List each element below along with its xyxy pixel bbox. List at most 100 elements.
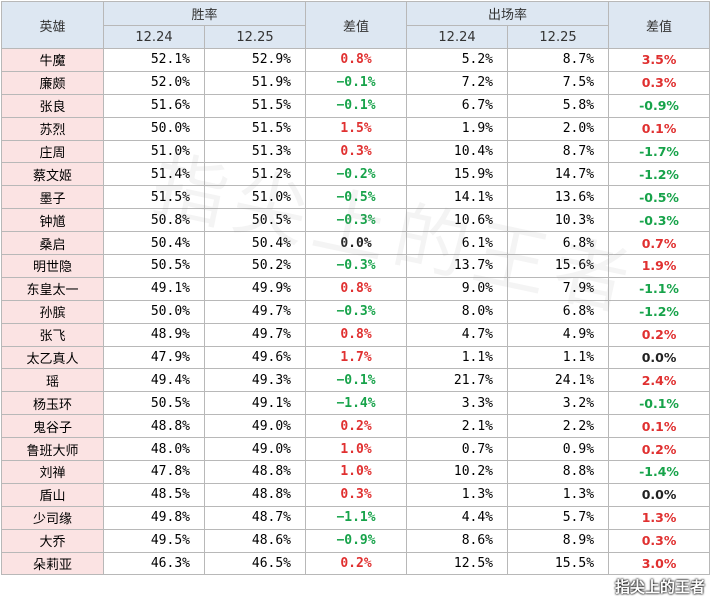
winrate-diff-cell: 1.7% [305,345,408,370]
winrate-diff-cell: 1.5% [305,116,408,141]
table-body: 牛魔 52.1% 52.9% 0.8% 5.2% 8.7% 3.5% 廉颇 52.0% 51.9%… [1,48,711,576]
winrate-diff-cell: 0.8% [305,322,408,347]
hero-name-cell: 张飞 [1,322,104,347]
pickrate-1225-cell: 8.7% [507,139,610,164]
table-row: 杨玉环 50.5% 49.1% −1.4% 3.3% 3.2% -0.1% [1,391,711,416]
hero-name-cell: 苏烈 [1,116,104,141]
winrate-1225-cell: 48.8% [203,482,307,507]
pickrate-1225-cell: 8.7% [507,48,610,72]
winrate-1224-cell: 50.0% [103,299,205,324]
winrate-diff-cell: 0.8% [305,48,408,72]
winrate-diff-cell: −0.5% [305,185,408,210]
hero-name-cell: 瑶 [1,368,104,393]
pickrate-1225-cell: 4.9% [507,322,610,347]
pickrate-1224-cell: 5.2% [406,48,509,72]
header-pickrate-diff: 差值 [608,1,711,49]
winrate-1224-cell: 50.5% [103,254,205,278]
winrate-diff-cell: −0.3% [305,254,408,278]
winrate-1224-cell: 47.9% [103,345,205,370]
pickrate-1225-cell: 6.8% [507,231,610,256]
pickrate-1225-cell: 1.3% [507,482,610,507]
winrate-1225-cell: 49.7% [203,322,307,347]
pickrate-1224-cell: 10.2% [406,460,509,484]
pickrate-1225-cell: 8.8% [507,460,610,484]
header-winrate-diff: 差值 [305,1,408,49]
winrate-1224-cell: 52.0% [103,70,205,95]
pickrate-diff-cell: 1.3% [608,505,711,530]
pickrate-diff-cell: 0.0% [608,345,711,370]
pickrate-1225-cell: 5.7% [507,505,610,530]
hero-name-cell: 张良 [1,93,104,118]
hero-name-cell: 太乙真人 [1,345,104,370]
pickrate-1225-cell: 15.6% [507,254,610,278]
winrate-1224-cell: 50.8% [103,208,205,233]
pickrate-1225-cell: 2.2% [507,414,610,439]
winrate-diff-cell: −0.1% [305,368,408,393]
header-winrate: 胜率 [102,1,307,26]
table-row: 明世隐 50.5% 50.2% −0.3% 13.7% 15.6% 1.9% [1,254,711,278]
winrate-1225-cell: 51.5% [203,116,307,141]
winrate-1224-cell: 49.5% [103,528,205,553]
pickrate-1224-cell: 7.2% [406,70,509,95]
pickrate-1224-cell: 21.7% [406,368,509,393]
winrate-diff-cell: 1.0% [305,437,408,462]
table-row: 廉颇 52.0% 51.9% −0.1% 7.2% 7.5% 0.3% [1,70,711,95]
pickrate-1224-cell: 1.3% [406,482,509,507]
winrate-1225-cell: 49.0% [203,414,307,439]
pickrate-1225-cell: 10.3% [507,208,610,233]
hero-stats-table: 英雄 胜率 差值 出场率 差值 12.24 12.25 12.24 12.25 … [1,1,711,576]
pickrate-1225-cell: 7.9% [507,276,610,301]
header-pickrate: 出场率 [406,1,610,26]
table-row: 蔡文姬 51.4% 51.2% −0.2% 15.9% 14.7% -1.2% [1,162,711,187]
hero-name-cell: 朵莉亚 [1,551,104,576]
pickrate-1225-cell: 15.5% [507,551,610,576]
pickrate-1225-cell: 24.1% [507,368,610,393]
winrate-1224-cell: 51.4% [103,162,205,187]
winrate-1225-cell: 51.5% [203,93,307,118]
winrate-diff-cell: 0.8% [305,276,408,301]
winrate-1224-cell: 51.5% [103,185,205,210]
hero-name-cell: 鲁班大师 [1,437,104,462]
hero-name-cell: 墨子 [1,185,104,210]
table-row: 张飞 48.9% 49.7% 0.8% 4.7% 4.9% 0.2% [1,322,711,347]
winrate-1225-cell: 49.6% [203,345,307,370]
pickrate-diff-cell: -0.9% [608,93,711,118]
winrate-1225-cell: 49.0% [203,437,307,462]
winrate-1225-cell: 49.3% [203,368,307,393]
table-row: 钟馗 50.8% 50.5% −0.3% 10.6% 10.3% -0.3% [1,208,711,233]
pickrate-diff-cell: 0.3% [608,528,711,553]
winrate-diff-cell: 0.0% [305,231,408,256]
table-row: 刘禅 47.8% 48.8% 1.0% 10.2% 8.8% -1.4% [1,460,711,484]
winrate-1225-cell: 51.9% [203,70,307,95]
winrate-1225-cell: 50.5% [203,208,307,233]
header-date-2: 12.25 [203,25,307,49]
table-row: 少司缘 49.8% 48.7% −1.1% 4.4% 5.7% 1.3% [1,505,711,530]
pickrate-diff-cell: 2.4% [608,368,711,393]
table-row: 庄周 51.0% 51.3% 0.3% 10.4% 8.7% -1.7% [1,139,711,164]
winrate-diff-cell: 0.3% [305,139,408,164]
pickrate-diff-cell: -1.2% [608,299,711,324]
pickrate-diff-cell: 1.9% [608,254,711,278]
pickrate-1225-cell: 1.1% [507,345,610,370]
hero-name-cell: 蔡文姬 [1,162,104,187]
winrate-1224-cell: 46.3% [103,551,205,576]
hero-name-cell: 鬼谷子 [1,414,104,439]
winrate-1224-cell: 49.4% [103,368,205,393]
pickrate-1225-cell: 14.7% [507,162,610,187]
pickrate-diff-cell: 0.1% [608,116,711,141]
winrate-1225-cell: 49.1% [203,391,307,416]
pickrate-1224-cell: 9.0% [406,276,509,301]
hero-name-cell: 桑启 [1,231,104,256]
table-row: 朵莉亚 46.3% 46.5% 0.2% 12.5% 15.5% 3.0% [1,551,711,576]
hero-name-cell: 钟馗 [1,208,104,233]
pickrate-diff-cell: -1.2% [608,162,711,187]
winrate-1225-cell: 49.7% [203,299,307,324]
pickrate-1224-cell: 8.0% [406,299,509,324]
pickrate-diff-cell: -1.7% [608,139,711,164]
pickrate-1225-cell: 6.8% [507,299,610,324]
winrate-1224-cell: 51.6% [103,93,205,118]
pickrate-1225-cell: 7.5% [507,70,610,95]
winrate-1224-cell: 50.5% [103,391,205,416]
header-date-3: 12.24 [406,25,509,49]
table-row: 鲁班大师 48.0% 49.0% 1.0% 0.7% 0.9% 0.2% [1,437,711,462]
